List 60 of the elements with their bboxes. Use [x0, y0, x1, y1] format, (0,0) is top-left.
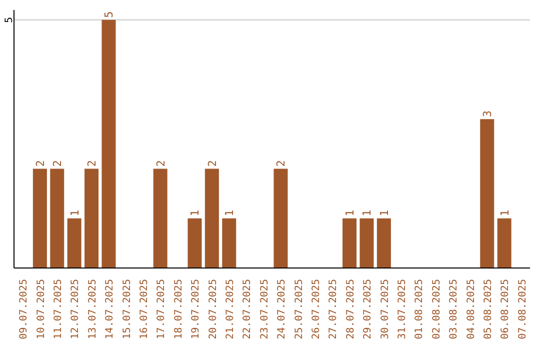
x-tick-label: 09.07.2025	[18, 279, 30, 340]
x-tick-label: 05.08.2025	[483, 279, 494, 340]
data-label: 2	[274, 160, 288, 167]
data-label: 1	[498, 210, 512, 216]
x-tick-label: 11.07.2025	[53, 279, 64, 340]
x-tick-label: 14.07.2025	[104, 279, 116, 340]
x-tick-label: 17.07.2025	[156, 279, 168, 340]
data-label: 1	[68, 210, 82, 216]
x-tick-label: 24.07.2025	[276, 279, 288, 340]
x-tick-label: 15.07.2025	[122, 279, 133, 340]
data-label: 2	[86, 160, 99, 167]
x-tick-label: 25.07.2025	[294, 279, 305, 340]
bar	[342, 218, 357, 268]
x-tick-label: 20.07.2025	[208, 279, 219, 340]
bar	[188, 218, 202, 268]
x-tick-label: 28.07.2025	[345, 279, 356, 340]
data-label: 5	[102, 11, 116, 18]
bar	[102, 20, 116, 268]
data-label: 1	[360, 210, 374, 216]
bar	[497, 218, 512, 268]
data-label: 2	[51, 160, 64, 167]
x-tick-label: 21.07.2025	[225, 279, 236, 340]
bar	[222, 218, 236, 268]
x-tick-label: 19.07.2025	[190, 279, 202, 340]
data-label: 1	[223, 210, 236, 216]
x-tick-label: 27.07.2025	[328, 279, 340, 340]
bar	[32, 168, 47, 268]
x-tick-label: 07.08.2025	[517, 279, 528, 340]
x-tick-label: 26.07.2025	[311, 279, 322, 340]
x-tick-label: 29.07.2025	[362, 279, 374, 340]
data-label: 1	[188, 210, 202, 216]
bar	[153, 168, 168, 268]
x-tick-label: 23.07.2025	[259, 279, 270, 340]
x-tick-label: 22.07.2025	[242, 279, 254, 340]
bar	[360, 218, 374, 268]
x-tick-label: 02.08.2025	[431, 279, 442, 340]
x-tick-label: 04.08.2025	[466, 279, 477, 340]
data-label: 2	[206, 160, 219, 167]
x-tick-label: 13.07.2025	[87, 279, 98, 340]
x-tick-label: 31.07.2025	[397, 279, 408, 340]
data-label: 1	[344, 210, 357, 216]
bar	[67, 218, 82, 268]
bar	[204, 168, 219, 268]
x-tick-label: 10.07.2025	[36, 279, 47, 340]
bar	[376, 218, 391, 268]
data-label: 3	[481, 110, 494, 118]
bar	[50, 168, 64, 268]
x-tick-label: 18.07.2025	[173, 279, 184, 340]
data-label: 2	[34, 160, 47, 167]
bar	[84, 168, 99, 268]
x-tick-label: 30.07.2025	[380, 279, 391, 340]
x-tick-label: 16.07.2025	[139, 279, 150, 340]
x-tick-label: 03.08.2025	[448, 279, 460, 340]
x-tick-label: 01.08.2025	[414, 279, 426, 340]
data-label: 1	[378, 210, 391, 216]
bar	[274, 168, 288, 268]
x-tick-label: 06.08.2025	[500, 279, 512, 340]
data-label: 2	[154, 160, 168, 167]
bar	[480, 119, 494, 268]
x-tick-label: 12.07.2025	[70, 279, 82, 340]
